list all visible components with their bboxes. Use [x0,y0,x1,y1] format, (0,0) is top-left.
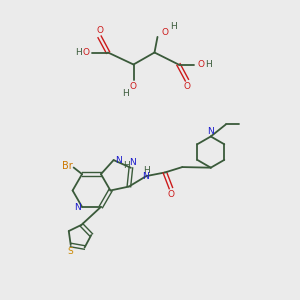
Text: N: N [129,158,136,167]
Text: N: N [74,203,81,212]
Text: N: N [116,156,122,165]
Text: O: O [96,26,103,35]
Text: O: O [183,82,190,91]
Text: O: O [167,190,174,199]
Text: H: H [123,161,130,170]
Text: O: O [82,48,89,57]
Text: H: H [170,22,176,31]
Text: O: O [130,82,137,91]
Text: H: H [122,89,128,98]
Text: S: S [67,247,73,256]
Text: H: H [205,60,212,69]
Text: N: N [207,127,214,136]
Text: H: H [75,48,81,57]
Text: N: N [142,172,149,181]
Text: O: O [161,28,169,37]
Text: H: H [143,166,150,175]
Text: O: O [197,60,204,69]
Text: Br: Br [62,161,72,171]
